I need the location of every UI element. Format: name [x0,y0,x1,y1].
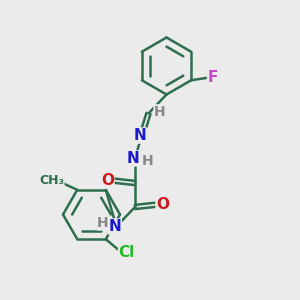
Text: H: H [97,216,109,230]
Text: H: H [142,154,153,168]
Text: F: F [208,70,218,85]
Text: CH₃: CH₃ [39,174,64,187]
Text: O: O [156,197,169,212]
Text: O: O [101,173,114,188]
Text: H: H [154,105,166,119]
Text: N: N [109,219,121,234]
Text: Cl: Cl [118,245,135,260]
Text: N: N [127,151,140,166]
Text: N: N [134,128,146,143]
